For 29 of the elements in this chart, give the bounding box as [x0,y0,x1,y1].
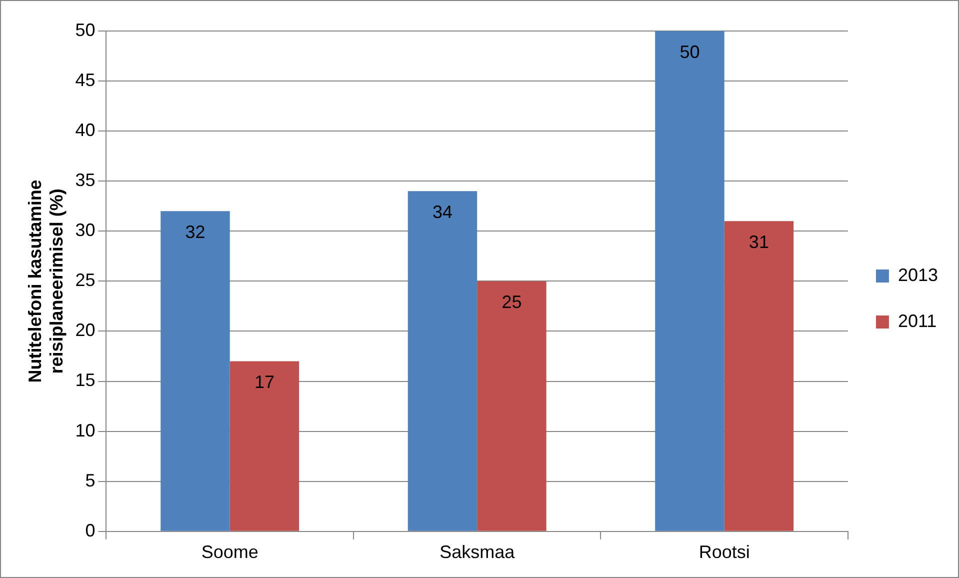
bar [230,361,300,531]
y-axis-title: Nutitelefoni kasutamine reisiplaneerimisel (%) [24,180,66,383]
y-tick-label: 25 [75,270,96,290]
y-tick-label: 5 [85,470,96,490]
y-tick-label: 50 [75,20,96,40]
y-tick-label: 15 [75,370,96,390]
y-tick-label: 45 [75,70,96,90]
data-label: 34 [432,202,452,222]
data-label: 25 [502,292,522,312]
y-tick-label: 30 [75,220,96,240]
bar [655,31,724,531]
y-tick-label: 0 [85,520,96,540]
data-label: 31 [748,232,769,252]
y-tick-label: 35 [75,170,96,190]
x-tick-label: Saksmaa [440,542,516,562]
x-tick-label: Rootsi [698,542,750,562]
data-label: 50 [680,42,700,62]
bar [477,281,546,531]
y-tick-label: 40 [75,120,96,140]
bar [408,191,478,531]
bar [160,211,230,531]
data-label: 32 [185,222,206,242]
legend-label: 2013 [898,264,938,285]
y-tick-label: 10 [75,420,96,440]
legend-label: 2011 [898,310,937,331]
y-tick-label: 20 [75,320,96,340]
data-label: 17 [254,372,274,392]
x-tick-label: Soome [201,542,258,562]
bar [724,221,794,531]
